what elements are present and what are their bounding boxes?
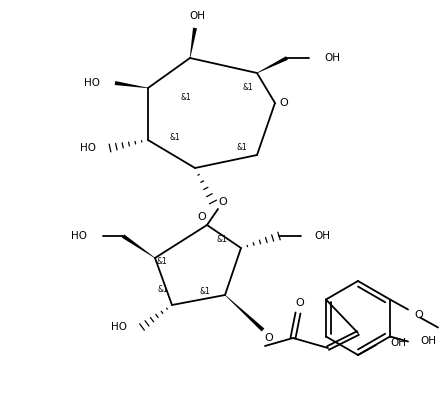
Text: HO: HO xyxy=(84,78,100,88)
Text: &1: &1 xyxy=(158,285,169,294)
Text: OH: OH xyxy=(189,11,205,21)
Text: HO: HO xyxy=(80,143,96,153)
Text: OH: OH xyxy=(390,338,406,348)
Text: &1: &1 xyxy=(181,92,191,101)
Polygon shape xyxy=(122,234,155,258)
Text: O: O xyxy=(264,333,273,343)
Text: &1: &1 xyxy=(242,83,253,92)
Polygon shape xyxy=(257,56,288,73)
Text: HO: HO xyxy=(71,231,87,241)
Text: OH: OH xyxy=(324,53,340,63)
Text: &1: &1 xyxy=(216,236,227,245)
Text: HO: HO xyxy=(111,322,127,332)
Polygon shape xyxy=(225,295,264,331)
Text: O: O xyxy=(219,197,227,207)
Text: OH: OH xyxy=(420,337,436,346)
Text: &1: &1 xyxy=(170,133,180,142)
Text: &1: &1 xyxy=(237,142,247,151)
Text: OH: OH xyxy=(314,231,330,241)
Polygon shape xyxy=(190,28,197,58)
Polygon shape xyxy=(115,81,148,88)
Text: O: O xyxy=(414,310,423,319)
Text: &1: &1 xyxy=(200,288,210,297)
Text: &1: &1 xyxy=(157,258,167,267)
Text: O: O xyxy=(198,212,206,222)
Text: O: O xyxy=(280,98,288,108)
Text: O: O xyxy=(296,298,304,308)
